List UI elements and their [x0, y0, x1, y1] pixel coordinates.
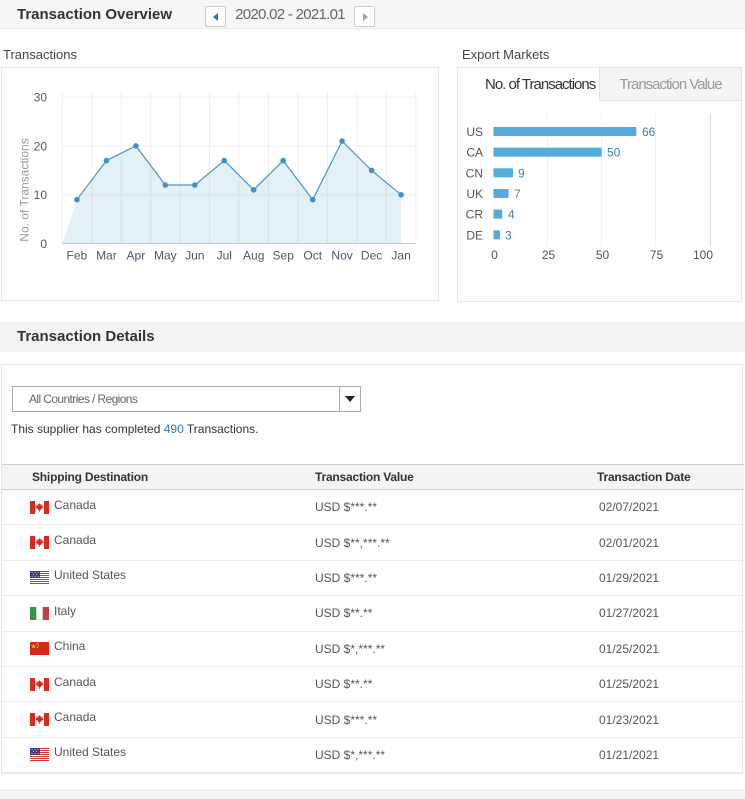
svg-text:CR: CR	[466, 208, 484, 222]
svg-text:Oct: Oct	[303, 249, 322, 263]
svg-text:100: 100	[693, 248, 713, 262]
svg-text:Jul: Jul	[217, 249, 232, 263]
svg-text:0: 0	[491, 248, 498, 262]
svg-text:Jun: Jun	[185, 249, 204, 263]
svg-text:CN: CN	[466, 166, 483, 180]
svg-text:66: 66	[642, 125, 656, 139]
svg-text:7: 7	[514, 187, 521, 201]
svg-text:10: 10	[34, 188, 48, 202]
svg-text:Feb: Feb	[67, 249, 88, 263]
svg-text:Dec: Dec	[361, 249, 382, 263]
svg-text:30: 30	[34, 91, 48, 105]
svg-text:Jan: Jan	[391, 249, 410, 263]
svg-text:Mar: Mar	[96, 249, 117, 263]
svg-text:CA: CA	[466, 146, 483, 160]
svg-text:No. of Transactions: No. of Transactions	[18, 138, 32, 241]
svg-text:75: 75	[650, 248, 664, 262]
svg-text:Apr: Apr	[127, 249, 146, 263]
svg-text:May: May	[154, 249, 177, 263]
svg-text:3: 3	[505, 228, 512, 242]
svg-text:0: 0	[40, 237, 47, 251]
svg-text:20: 20	[34, 139, 48, 153]
svg-text:50: 50	[607, 146, 621, 160]
svg-text:DE: DE	[466, 228, 483, 242]
svg-text:50: 50	[596, 248, 610, 262]
svg-text:Nov: Nov	[331, 249, 352, 263]
svg-text:Sep: Sep	[273, 249, 295, 263]
svg-text:UK: UK	[466, 187, 483, 201]
svg-text:Aug: Aug	[243, 249, 264, 263]
svg-text:9: 9	[518, 166, 525, 180]
svg-text:US: US	[466, 125, 483, 139]
svg-text:4: 4	[508, 208, 515, 222]
svg-text:25: 25	[542, 248, 556, 262]
